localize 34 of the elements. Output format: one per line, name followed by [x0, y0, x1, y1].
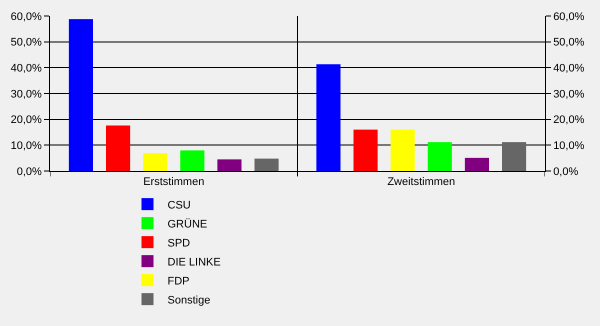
bar [428, 142, 452, 171]
bar [316, 64, 340, 171]
y-tick-label: 60,0% [10, 10, 42, 23]
y-tick-label: 40,0% [10, 62, 42, 75]
legend-label: DIE LINKE [168, 256, 221, 268]
legend-label: CSU [168, 199, 191, 212]
y2-tick-label: 0,0% [553, 166, 578, 178]
legend-label: GRÜNE [168, 217, 208, 230]
legend-label: SPD [168, 237, 190, 250]
legend-label: Sonstige [168, 294, 210, 306]
y2-tick-label: 20,0% [553, 114, 585, 126]
x-tick-label: Erststimmen [143, 176, 204, 188]
y2-tick-label: 30,0% [553, 88, 585, 100]
y-tick-label: 10,0% [10, 140, 42, 152]
bar [106, 126, 130, 171]
bar [143, 153, 168, 171]
bar [254, 158, 279, 171]
y-tick-label: 20,0% [10, 114, 42, 126]
bar [68, 19, 93, 171]
legend-label: FDP [168, 275, 190, 288]
bar [464, 158, 489, 171]
y2-tick-label: 50,0% [553, 36, 585, 49]
y-tick-label: 0,0% [16, 166, 42, 178]
bar [502, 142, 526, 171]
x-tick-label: Zweitstimmen [387, 176, 456, 188]
bar [180, 150, 204, 171]
y2-tick-label: 10,0% [553, 140, 585, 152]
y-tick-label: 30,0% [10, 88, 42, 100]
y2-tick-label: 60,0% [553, 10, 585, 23]
bar [354, 130, 378, 171]
bar [217, 159, 242, 171]
y2-tick-label: 40,0% [553, 62, 585, 75]
y-tick-label: 50,0% [10, 36, 42, 49]
bar [390, 130, 415, 171]
